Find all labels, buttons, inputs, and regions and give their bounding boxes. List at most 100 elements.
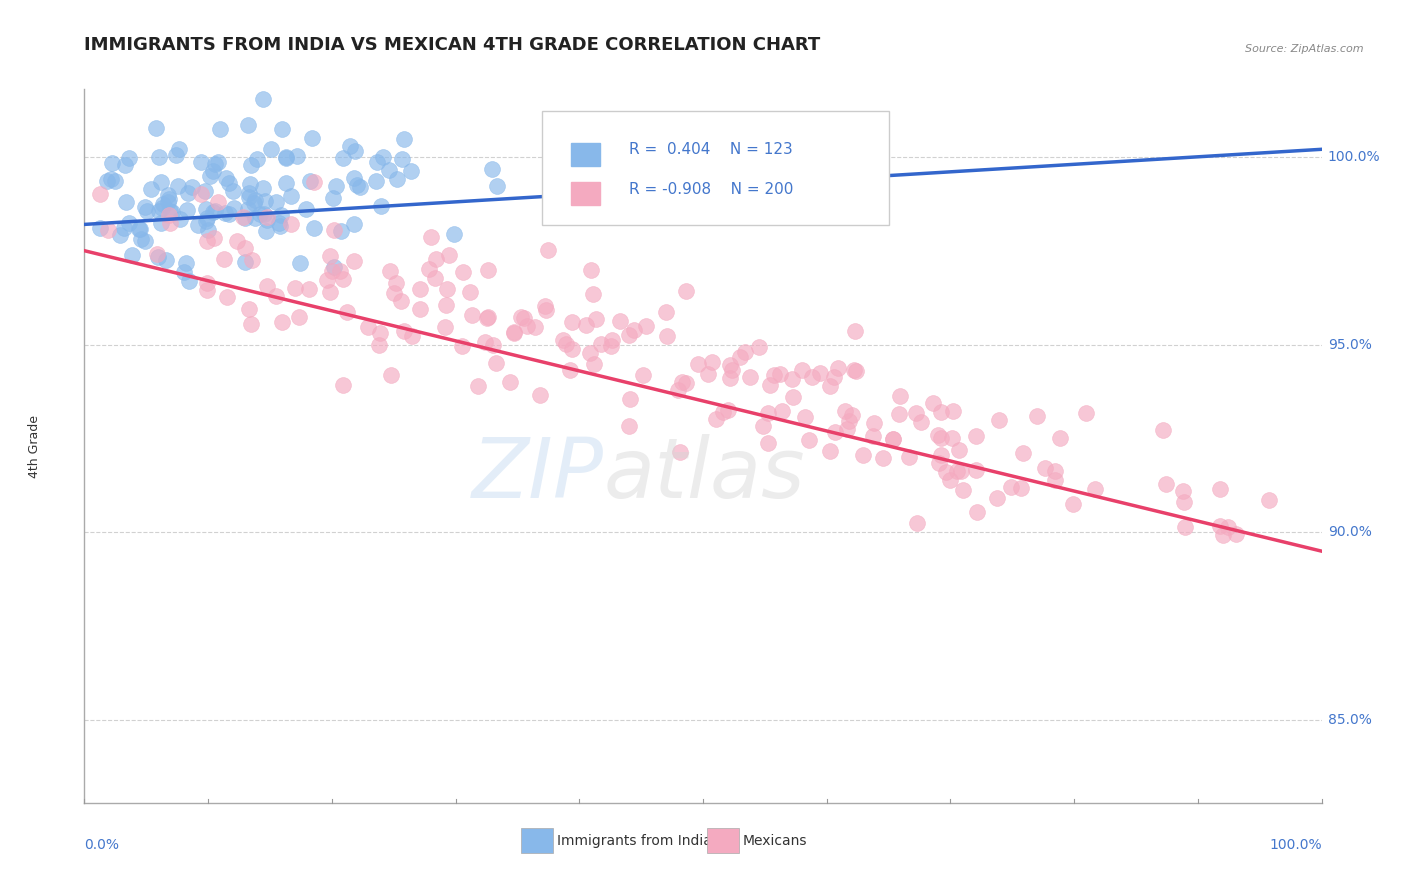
Point	[169, 211, 191, 226]
Point	[166, 179, 188, 194]
Point	[477, 263, 499, 277]
Point	[668, 445, 690, 459]
Point	[675, 285, 697, 299]
Point	[174, 255, 197, 269]
Point	[302, 175, 325, 189]
Point	[254, 224, 277, 238]
Point	[503, 326, 526, 340]
Point	[366, 174, 388, 188]
Point	[304, 220, 326, 235]
Point	[671, 376, 693, 390]
Point	[721, 363, 744, 377]
Point	[233, 255, 256, 269]
Point	[298, 174, 321, 188]
Point	[233, 211, 256, 225]
Point	[232, 210, 254, 224]
Point	[240, 253, 263, 268]
Point	[194, 184, 217, 198]
Point	[146, 247, 169, 261]
Point	[157, 187, 180, 202]
Point	[246, 153, 269, 167]
Point	[212, 252, 235, 266]
Point	[728, 350, 751, 364]
Point	[236, 202, 259, 216]
Point	[157, 194, 180, 209]
Point	[474, 335, 496, 350]
Point	[623, 322, 645, 336]
Point	[437, 248, 460, 262]
Point	[609, 314, 631, 328]
Point	[332, 272, 354, 286]
Point	[260, 141, 283, 155]
Point	[889, 408, 911, 422]
Point	[239, 158, 262, 172]
Point	[697, 367, 720, 381]
Point	[575, 318, 598, 332]
Point	[114, 195, 136, 210]
Text: 0.0%: 0.0%	[84, 838, 120, 853]
Point	[238, 302, 260, 317]
Point	[905, 516, 928, 530]
Point	[827, 360, 849, 375]
Point	[1174, 520, 1197, 534]
Point	[1257, 493, 1279, 508]
Point	[420, 230, 443, 244]
Point	[118, 216, 141, 230]
Point	[1225, 526, 1247, 541]
Point	[929, 405, 952, 419]
Point	[89, 221, 111, 235]
Text: Source: ZipAtlas.com: Source: ZipAtlas.com	[1246, 44, 1364, 54]
Point	[169, 142, 191, 156]
Point	[758, 435, 780, 450]
Point	[149, 216, 172, 230]
Point	[238, 186, 260, 201]
Point	[756, 406, 779, 420]
Point	[929, 448, 952, 462]
Point	[889, 389, 911, 403]
Point	[801, 370, 824, 384]
Point	[423, 271, 446, 285]
Point	[965, 428, 987, 442]
Text: atlas: atlas	[605, 434, 806, 515]
Point	[1045, 464, 1067, 478]
Point	[392, 324, 415, 338]
Point	[718, 371, 741, 385]
Point	[218, 177, 240, 191]
Point	[329, 264, 352, 278]
Point	[485, 356, 508, 370]
Point	[339, 139, 361, 153]
Point	[516, 318, 538, 333]
Point	[780, 372, 803, 386]
Point	[451, 265, 474, 279]
Point	[323, 223, 346, 237]
Point	[965, 463, 987, 477]
Point	[612, 50, 634, 64]
Text: 100.0%: 100.0%	[1327, 150, 1381, 164]
Point	[266, 288, 288, 302]
Point	[195, 202, 218, 217]
Point	[1152, 423, 1174, 437]
Point	[207, 154, 229, 169]
Point	[271, 315, 294, 329]
Point	[578, 346, 600, 360]
Point	[207, 195, 229, 210]
Point	[195, 276, 218, 290]
Point	[280, 217, 302, 231]
Point	[316, 273, 339, 287]
Point	[389, 294, 412, 309]
Point	[226, 235, 249, 249]
Point	[236, 118, 259, 132]
Point	[343, 217, 366, 231]
Text: 100.0%: 100.0%	[1270, 838, 1322, 853]
Point	[941, 431, 963, 445]
Point	[948, 442, 970, 457]
Point	[824, 425, 846, 440]
Point	[150, 201, 173, 215]
Point	[1173, 495, 1195, 509]
Point	[382, 285, 405, 300]
Point	[655, 305, 678, 319]
Point	[323, 260, 346, 274]
Point	[561, 315, 583, 329]
Point	[820, 443, 842, 458]
Point	[475, 311, 498, 326]
